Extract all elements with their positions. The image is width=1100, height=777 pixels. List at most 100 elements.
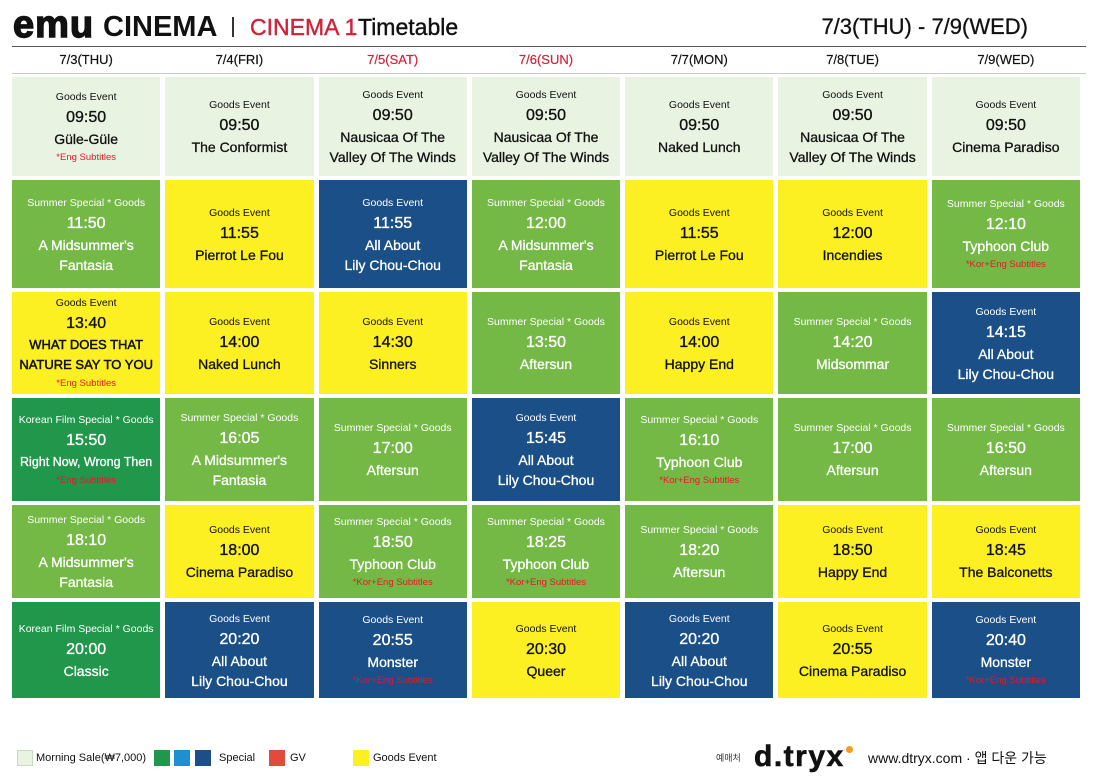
movie-title: Valley Of The Winds xyxy=(789,149,916,165)
screening-category: Goods Event xyxy=(822,622,883,635)
day-label: 7/7(MON) xyxy=(670,52,728,67)
screening-cell: Summer Special * Goods 16:10 Typhoon Club *… xyxy=(625,398,774,501)
screening-category: Summer Special * Goods xyxy=(487,196,605,209)
dtryx-logo-dot-icon xyxy=(846,746,853,753)
movie-title: Lily Chou-Chou xyxy=(651,672,748,689)
screening-cell: Summer Special * Goods 18:20 Aftersun xyxy=(625,505,774,598)
screening-category: Goods Event xyxy=(209,206,270,219)
screening-time: 20:20 xyxy=(679,630,720,648)
website-text: www.dtryx.com · 앱 다운 가능 xyxy=(868,750,1047,766)
screening-category: Goods Event xyxy=(975,524,1037,536)
movie-title: Lily Chou-Chou xyxy=(497,472,595,488)
screening-category: Goods Event xyxy=(55,297,117,309)
screening-category: Goods Event xyxy=(209,315,270,328)
screening-cell: Summer Special * Goods 16:50 Aftersun xyxy=(931,398,1080,501)
booking-label: 예매처 xyxy=(716,753,741,763)
day-header-row: 7/3(THU) 7/4(FRI) 7/5(SAT) 7/6(SUN) 7/7(MON)… xyxy=(12,47,1080,73)
movie-title: A Midsummer's xyxy=(191,452,288,468)
screening-category: Goods Event xyxy=(668,315,730,328)
screening-cell: Goods Event 18:45 The Balconetts xyxy=(931,505,1080,598)
screening-cell: Goods Event 15:45 All About Lily Chou-Chou xyxy=(471,398,621,501)
brand-logo-cinema: CINEMA xyxy=(103,11,218,43)
screen-name: CINEMA 1 xyxy=(250,14,358,40)
screening-category: Summer Special * Goods xyxy=(793,315,912,328)
screening-cell: Summer Special * Goods 11:50 A Midsummer's… xyxy=(12,180,161,288)
screening-time: 16:50 xyxy=(985,440,1026,457)
screening-time: 11:50 xyxy=(66,214,106,232)
movie-title: Naked Lunch xyxy=(658,139,741,155)
movie-title: Nausicaa Of The xyxy=(800,129,905,145)
screening-cell: Summer Special * Goods 14:20 Midsommar xyxy=(778,292,927,394)
screening-category: Goods Event xyxy=(209,612,270,625)
day-label: 7/3(THU) xyxy=(59,52,113,67)
screening-cell: Goods Event 09:50 Nausicaa Of The Valley Of… xyxy=(471,77,621,176)
screening-cell: Summer Special * Goods 12:10 Typhoon Club *… xyxy=(931,180,1080,288)
screening-cell: Goods Event 09:50 Nausicaa Of The Valley Of… xyxy=(318,77,467,176)
movie-title: Nausicaa Of The xyxy=(340,129,446,145)
movie-title: Typhoon Club xyxy=(349,555,436,572)
movie-title: Fantasia xyxy=(519,256,573,273)
screening-time: 18:25 xyxy=(525,533,567,551)
screening-category: Goods Event xyxy=(362,196,424,209)
movie-title: Classic xyxy=(63,662,109,679)
screening-cell: Goods Event 14:00 Naked Lunch xyxy=(165,292,314,394)
legend-swatch-morning-sale xyxy=(17,750,33,766)
movie-title: Naked Lunch xyxy=(198,355,281,372)
screening-time: 13:50 xyxy=(525,333,567,351)
day-label: 7/9(WED) xyxy=(977,52,1035,67)
screening-cell: Goods Event 13:40 WHAT DOES THAT NATURE SAY… xyxy=(12,292,161,394)
subtitle-note: *Kor+Eng Subtitles xyxy=(965,675,1046,686)
screening-time: 15:50 xyxy=(66,431,107,449)
movie-title: A Midsummer's xyxy=(498,236,594,253)
movie-title: Typhoon Club xyxy=(502,555,590,572)
screening-time: 12:10 xyxy=(985,216,1026,233)
day-label: 7/6(SUN) xyxy=(518,52,574,67)
screening-cell: Goods Event 14:00 Happy End xyxy=(625,292,774,394)
screening-cell: Korean Film Special * Goods 15:50 Right No… xyxy=(12,398,161,501)
dtryx-logo: d.tryx xyxy=(754,740,845,773)
screening-cell: Korean Film Special * Goods 20:00 Classic xyxy=(12,602,161,698)
movie-title: A Midsummer's xyxy=(38,236,134,253)
movie-title: Aftersun xyxy=(519,355,573,372)
screening-cell: Goods Event 20:55 Monster *Kor+Eng Subtitle… xyxy=(318,602,467,698)
screening-category: Goods Event xyxy=(975,305,1037,318)
screening-cell: Goods Event 11:55 Pierrot Le Fou xyxy=(165,180,314,288)
day-label: 7/5(SAT) xyxy=(367,52,419,67)
legend-swatch-special-teal xyxy=(174,750,190,766)
subtitle-note: *Kor+Eng Subtitles xyxy=(505,576,586,588)
screening-time: 11:55 xyxy=(679,224,719,242)
screening-time: 12:00 xyxy=(525,214,567,232)
screening-category: Goods Event xyxy=(668,612,730,625)
screening-cell: Summer Special * Goods 18:10 A Midsummer's… xyxy=(12,505,161,598)
screening-category: Summer Special * Goods xyxy=(27,514,146,526)
screening-category: Goods Event xyxy=(362,315,424,328)
screening-time: 20:55 xyxy=(372,632,413,649)
screening-category: Goods Event xyxy=(975,614,1037,626)
screening-cell: Goods Event 09:50 The Conformist xyxy=(165,77,314,176)
day-label: 7/8(TUE) xyxy=(826,52,879,67)
screening-cell: Summer Special * Goods 12:00 A Midsummer's… xyxy=(471,180,621,288)
screening-time: 14:30 xyxy=(372,333,413,351)
screening-category: Summer Special * Goods xyxy=(946,422,1065,434)
screening-category: Goods Event xyxy=(55,90,117,103)
movie-title: Aftersun xyxy=(979,462,1032,478)
movie-title: NATURE SAY TO YOU xyxy=(19,357,153,373)
screening-category: Summer Special * Goods xyxy=(333,515,452,528)
screening-category: Goods Event xyxy=(209,524,270,536)
screening-time: 18:50 xyxy=(372,533,413,551)
screening-time: 18:20 xyxy=(679,542,720,559)
legend-label-special: Special xyxy=(219,752,256,764)
screening-time: 18:10 xyxy=(66,532,107,549)
movie-title: Fantasia xyxy=(59,574,113,590)
movie-title: Fantasia xyxy=(212,472,267,488)
screening-cell: Goods Event 09:50 Cinema Paradiso xyxy=(931,77,1080,176)
screening-cell: Summer Special * Goods 17:00 Aftersun xyxy=(318,398,467,501)
screening-time: 18:50 xyxy=(832,542,873,559)
day-label: 7/4(FRI) xyxy=(215,52,264,67)
screening-time: 11:55 xyxy=(373,214,413,232)
screening-time: 16:10 xyxy=(679,431,720,449)
movie-title: Aftersun xyxy=(673,564,726,580)
screening-category: Summer Special * Goods xyxy=(640,413,759,426)
screening-time: 09:50 xyxy=(219,117,260,134)
screening-cell: Goods Event 09:50 Güle-Güle *Eng Subtitles xyxy=(12,77,161,176)
